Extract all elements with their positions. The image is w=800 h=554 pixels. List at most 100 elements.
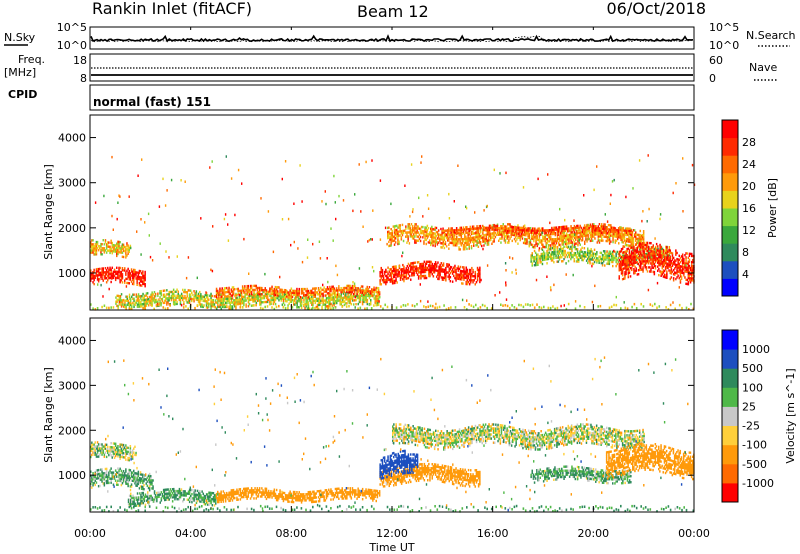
beam-label: Beam 12 — [357, 2, 429, 21]
heatmap-cell — [393, 231, 396, 234]
heatmap-cell — [343, 296, 346, 299]
heatmap-cell — [295, 291, 297, 295]
heatmap-cell — [629, 236, 631, 239]
heatmap-cell — [542, 252, 545, 255]
heatmap-cell — [547, 231, 550, 234]
heatmap-cell — [578, 231, 580, 234]
heatmap-cell — [514, 236, 517, 239]
heatmap-cell — [108, 274, 110, 278]
heatmap-cell — [125, 305, 127, 308]
heatmap-cell — [521, 230, 524, 234]
heatmap-cell — [482, 236, 484, 239]
heatmap-cell — [428, 274, 430, 278]
heatmap-cell — [547, 229, 550, 232]
heatmap-cell — [122, 255, 125, 259]
heatmap-cell — [202, 299, 204, 302]
heatmap-cell — [653, 264, 656, 268]
heatmap-cell — [438, 267, 440, 271]
heatmap-cell — [264, 292, 267, 296]
heatmap-cell — [275, 286, 278, 289]
heatmap-cell — [567, 251, 570, 255]
heatmap-cell — [571, 243, 574, 246]
heatmap-cell — [683, 268, 685, 271]
heatmap-cell — [599, 251, 601, 254]
heatmap-cell — [674, 273, 676, 276]
heatmap-cell — [280, 288, 282, 291]
heatmap-cell — [356, 289, 358, 292]
heatmap-cell — [530, 254, 532, 257]
heatmap-cell — [447, 233, 449, 236]
heatmap-cell — [666, 274, 668, 277]
heatmap-cell — [623, 261, 625, 264]
heatmap-cell — [277, 294, 279, 297]
heatmap-cell — [473, 232, 475, 235]
heatmap-cell — [413, 273, 415, 277]
heatmap-cell — [231, 307, 234, 310]
heatmap-cell — [435, 230, 438, 234]
heatmap-cell — [227, 294, 229, 298]
heatmap-cell — [625, 233, 628, 237]
heatmap-cell — [615, 256, 617, 260]
heatmap-cell — [565, 232, 568, 235]
heatmap-cell — [598, 241, 601, 244]
heatmap-cell — [577, 237, 579, 241]
heatmap-cell — [286, 300, 288, 303]
heatmap-cell — [546, 256, 548, 259]
heatmap-cell — [254, 299, 256, 303]
heatmap-cell — [111, 272, 113, 275]
heatmap-cell — [515, 226, 518, 229]
heatmap-cell — [92, 271, 94, 274]
heatmap-cell — [567, 242, 569, 245]
heatmap-cell — [437, 273, 439, 276]
heatmap-cell — [419, 227, 422, 230]
heatmap-cell — [101, 247, 103, 250]
heatmap-cell — [152, 297, 154, 300]
heatmap-cell — [467, 276, 470, 280]
heatmap-cell — [121, 243, 124, 246]
heatmap-cell — [597, 229, 599, 232]
heatmap-cell — [632, 256, 634, 259]
heatmap-cell — [639, 235, 641, 239]
heatmap-cell — [324, 288, 327, 291]
heatmap-cell — [631, 243, 634, 246]
heatmap-cell — [102, 273, 104, 276]
heatmap-cell — [461, 232, 464, 235]
heatmap-cell — [397, 236, 399, 240]
heatmap-cell — [230, 290, 233, 293]
heatmap-cell — [424, 230, 426, 233]
heatmap-cell — [91, 245, 93, 248]
heatmap-cell — [563, 249, 565, 253]
heatmap-cell — [645, 266, 648, 269]
heatmap-cell — [610, 260, 613, 264]
heatmap-cell — [522, 241, 525, 245]
heatmap-cell — [349, 301, 352, 304]
heatmap-cell — [353, 295, 355, 298]
heatmap-cell — [581, 228, 584, 232]
heatmap-cell — [524, 233, 526, 237]
heatmap-cell — [657, 265, 659, 268]
heatmap-cell — [379, 283, 381, 286]
heatmap-cell — [345, 302, 347, 305]
heatmap-cell — [551, 230, 553, 234]
heatmap-cell — [277, 290, 279, 293]
heatmap-cell — [466, 241, 468, 244]
heatmap-cell — [247, 294, 250, 298]
heatmap-cell — [650, 246, 652, 249]
heatmap-cell — [591, 250, 594, 253]
heatmap-cell — [158, 302, 160, 305]
heatmap-cell — [633, 233, 636, 236]
heatmap-cell — [269, 294, 271, 297]
heatmap-cell — [483, 244, 485, 247]
heatmap-cell — [418, 227, 421, 230]
heatmap-cell — [176, 302, 178, 306]
heatmap-cell — [143, 296, 145, 300]
heatmap-cell — [457, 277, 460, 280]
heatmap-cell — [138, 271, 141, 275]
heatmap-cell — [387, 234, 389, 238]
heatmap-cell — [221, 295, 224, 298]
heatmap-cell — [511, 227, 513, 231]
heatmap-cell — [312, 291, 314, 294]
heatmap-cell — [282, 295, 285, 298]
heatmap-cell — [631, 250, 633, 253]
heatmap-cell — [263, 289, 265, 292]
